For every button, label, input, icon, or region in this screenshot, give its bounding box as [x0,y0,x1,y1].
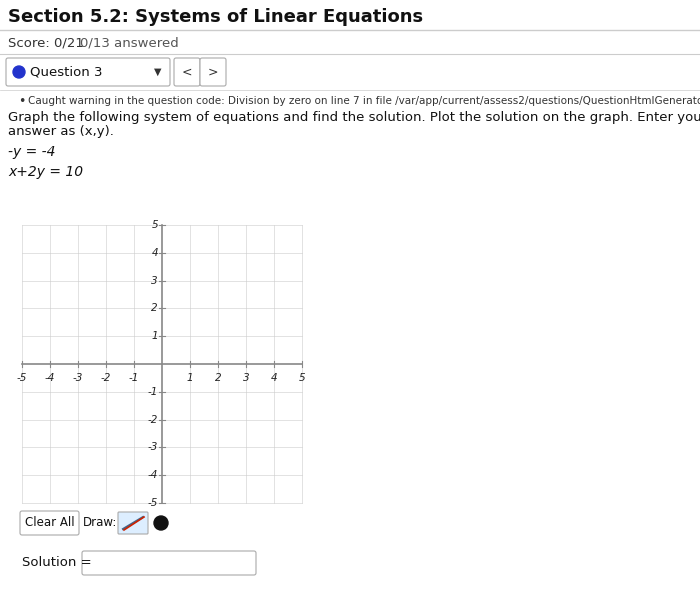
Text: Score: 0/21: Score: 0/21 [8,37,84,49]
FancyBboxPatch shape [174,58,200,86]
Text: -2: -2 [101,373,111,383]
Text: •: • [18,94,25,108]
Text: x+2y = 10: x+2y = 10 [8,165,83,179]
FancyBboxPatch shape [20,511,79,535]
Text: 5: 5 [299,373,305,383]
Text: -2: -2 [148,415,158,424]
FancyBboxPatch shape [6,58,170,86]
Text: -4: -4 [45,373,55,383]
Text: Draw:: Draw: [83,516,118,529]
Text: -y = -4: -y = -4 [8,145,55,159]
Text: 1: 1 [187,373,193,383]
FancyBboxPatch shape [200,58,226,86]
Text: >: > [208,66,218,79]
Text: Caught warning in the question code: Division by zero on line 7 in file /var/app: Caught warning in the question code: Div… [28,96,700,106]
Text: <: < [182,66,192,79]
Text: 0/13 answered: 0/13 answered [80,37,178,49]
Text: 5: 5 [151,220,158,230]
Text: -3: -3 [73,373,83,383]
Text: -5: -5 [17,373,27,383]
Circle shape [13,66,25,78]
Text: Section 5.2: Systems of Linear Equations: Section 5.2: Systems of Linear Equations [8,8,423,26]
Text: Graph the following system of equations and find the solution. Plot the solution: Graph the following system of equations … [8,112,700,124]
Text: -1: -1 [129,373,139,383]
Text: 4: 4 [151,248,158,258]
Text: Clear All: Clear All [25,516,74,529]
Text: -1: -1 [148,387,158,397]
Text: Solution =: Solution = [22,557,92,570]
Text: -3: -3 [148,442,158,453]
Text: -5: -5 [148,498,158,508]
Text: 2: 2 [215,373,221,383]
Circle shape [154,516,168,530]
Text: Question 3: Question 3 [30,66,102,79]
Text: 2: 2 [151,304,158,313]
Text: answer as (x,y).: answer as (x,y). [8,126,114,138]
Text: ▼: ▼ [154,67,162,77]
Text: 4: 4 [271,373,277,383]
Text: 1: 1 [151,331,158,341]
FancyBboxPatch shape [118,512,148,534]
FancyBboxPatch shape [82,551,256,575]
Text: 3: 3 [243,373,249,383]
Text: 3: 3 [151,276,158,285]
Text: -4: -4 [148,470,158,480]
